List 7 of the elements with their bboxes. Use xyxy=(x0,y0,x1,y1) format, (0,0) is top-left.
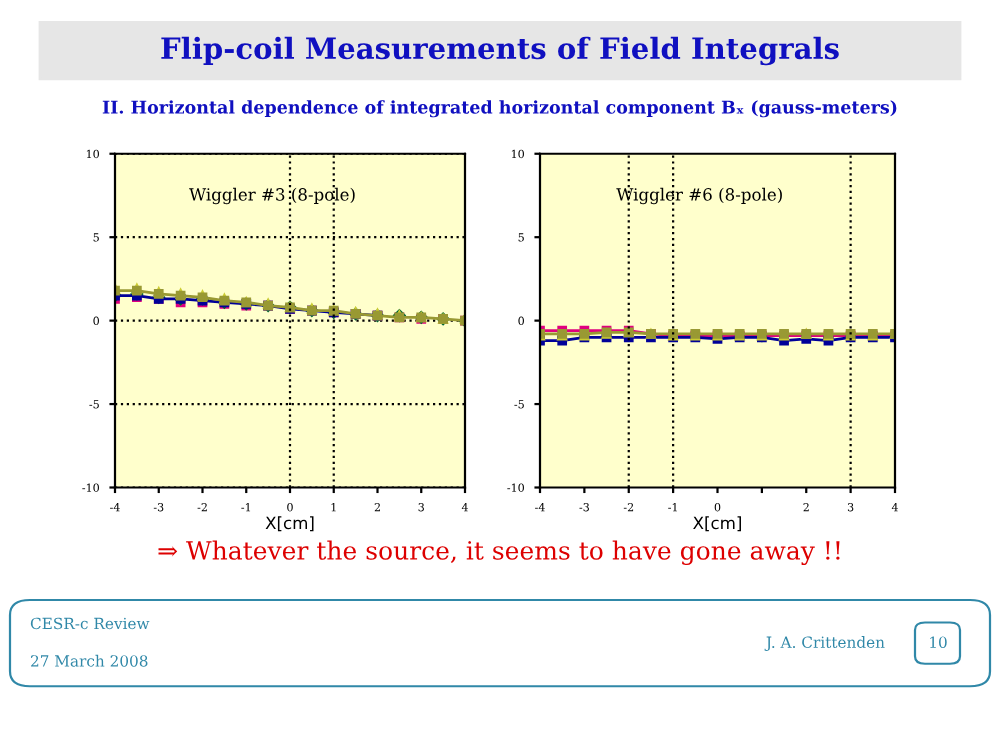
text: Wiggler #3 (8-pole) xyxy=(189,187,355,205)
x-axis-title: X[cm] xyxy=(693,516,741,532)
text: Wiggler #6 (8-pole) xyxy=(616,187,782,205)
text: ⇒ Whatever the source, it seems to have gone away !! xyxy=(158,540,840,566)
text: Flip-coil Measurements of Field Integrals xyxy=(161,36,839,66)
x-axis-title: X[cm] xyxy=(265,516,314,532)
text: II. Horizontal dependence of integrated horizontal component Bₓ (gauss-meters) xyxy=(102,100,897,118)
